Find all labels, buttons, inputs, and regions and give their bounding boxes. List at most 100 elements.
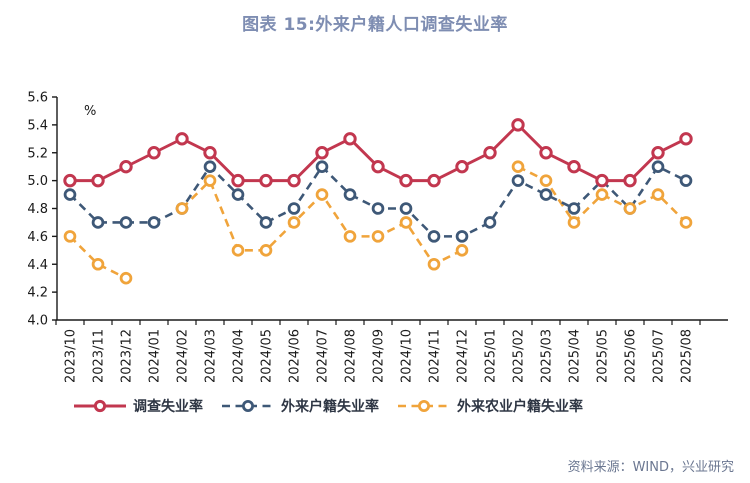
data-point bbox=[63, 173, 77, 188]
x-tick-label: 2025/05 bbox=[596, 329, 611, 383]
data-point bbox=[91, 257, 105, 271]
chart-title: 图表 15:外来户籍人口调查失业率 bbox=[242, 15, 508, 35]
data-point bbox=[315, 160, 329, 173]
x-tick-label: 2024/08 bbox=[344, 329, 359, 383]
data-point bbox=[203, 160, 217, 173]
x-tick-label: 2024/03 bbox=[204, 329, 219, 383]
data-point bbox=[651, 146, 665, 160]
data-point bbox=[175, 202, 189, 215]
x-tick-label: 2025/08 bbox=[680, 329, 695, 383]
data-point bbox=[287, 202, 301, 215]
data-point bbox=[539, 188, 553, 201]
y-tick-label: 4.8 bbox=[27, 202, 48, 217]
y-tick-label: 4.6 bbox=[27, 230, 48, 245]
data-point bbox=[483, 146, 497, 160]
data-point bbox=[567, 159, 581, 174]
y-tick-label: 4.0 bbox=[27, 314, 48, 329]
legend-label: 外来农业户籍失业率 bbox=[457, 399, 583, 415]
data-point bbox=[371, 202, 385, 215]
x-tick-label: 2025/04 bbox=[568, 329, 583, 383]
x-tick-label: 2024/01 bbox=[148, 329, 163, 383]
x-tick-label: 2024/07 bbox=[316, 329, 331, 383]
data-point bbox=[483, 216, 497, 229]
legend-label: 调查失业率 bbox=[133, 399, 203, 415]
line-chart-canvas: 4.04.24.44.64.85.05.25.45.6%2023/10 2023/… bbox=[27, 91, 728, 383]
data-point bbox=[119, 271, 133, 285]
x-tick-label: 2024/04 bbox=[232, 329, 247, 383]
data-point bbox=[287, 173, 301, 188]
series-markers-red bbox=[63, 118, 693, 188]
legend-swatch-red-line-icon bbox=[74, 399, 126, 413]
data-point bbox=[343, 230, 357, 243]
data-point bbox=[539, 146, 553, 160]
x-tick-label: 2023/10 bbox=[64, 329, 79, 383]
x-tick-label: 2024/11 bbox=[428, 329, 443, 383]
data-point bbox=[567, 216, 581, 229]
x-tick-label: 2023/11 bbox=[92, 329, 107, 383]
x-tick-label: 2024/12 bbox=[456, 329, 471, 383]
data-point bbox=[343, 132, 357, 146]
data-point bbox=[91, 216, 105, 229]
data-point bbox=[539, 174, 553, 187]
legend-label: 外来户籍失业率 bbox=[281, 399, 379, 415]
data-point bbox=[259, 216, 273, 229]
data-point bbox=[119, 216, 133, 229]
data-point bbox=[259, 244, 273, 257]
data-point bbox=[231, 188, 245, 201]
data-point bbox=[203, 174, 217, 187]
x-tick-label: 2024/09 bbox=[372, 329, 387, 383]
data-point bbox=[315, 188, 329, 201]
data-point bbox=[623, 202, 637, 215]
x-tick-label: 2025/06 bbox=[624, 329, 639, 383]
x-axis-ticks: 2023/10 2023/11 2023/12 2024/01 2024/02 2024/… bbox=[55, 320, 701, 383]
data-point bbox=[427, 173, 441, 188]
data-point bbox=[259, 173, 273, 188]
data-point bbox=[371, 159, 385, 174]
data-point bbox=[399, 173, 413, 188]
data-point bbox=[595, 173, 609, 188]
data-point bbox=[427, 230, 441, 243]
y-tick-label: 4.2 bbox=[27, 286, 48, 301]
data-point bbox=[511, 160, 525, 173]
x-tick-label: 2024/05 bbox=[260, 329, 275, 383]
data-point bbox=[231, 173, 245, 188]
data-point bbox=[455, 230, 469, 243]
x-tick-label: 2023/12 bbox=[120, 329, 135, 383]
data-point bbox=[651, 160, 665, 173]
data-point bbox=[91, 173, 105, 188]
y-tick-label: 5.4 bbox=[27, 118, 48, 133]
x-tick-label: 2025/03 bbox=[540, 329, 555, 383]
x-tick-label: 2024/10 bbox=[400, 329, 415, 383]
data-point bbox=[455, 159, 469, 174]
data-point bbox=[343, 188, 357, 201]
data-point bbox=[679, 132, 693, 146]
y-tick-label: 5.2 bbox=[27, 146, 48, 161]
y-tick-label: 4.4 bbox=[27, 258, 48, 273]
data-point bbox=[399, 202, 413, 215]
x-tick-label: 2024/02 bbox=[176, 329, 191, 383]
series-markers-orange bbox=[63, 160, 693, 285]
x-tick-label: 2025/02 bbox=[512, 329, 527, 383]
legend-item-migrant-agricultural-hukou-unemployment: 外来农业户籍失业率 bbox=[396, 396, 583, 416]
data-point bbox=[679, 174, 693, 187]
data-point bbox=[511, 118, 525, 132]
data-point bbox=[203, 146, 217, 160]
data-point bbox=[455, 244, 469, 257]
legend-item-surveyed-unemployment: 调查失业率 bbox=[72, 396, 203, 416]
x-tick-label: 2025/01 bbox=[484, 329, 499, 383]
data-point bbox=[651, 188, 665, 201]
data-point bbox=[315, 146, 329, 160]
data-point bbox=[119, 159, 133, 174]
data-point bbox=[679, 216, 693, 229]
data-point bbox=[147, 216, 161, 229]
data-point bbox=[231, 244, 245, 257]
data-point bbox=[399, 216, 413, 229]
y-axis-unit-label: % bbox=[84, 104, 96, 119]
series-line-orange bbox=[69, 165, 687, 280]
series-markers-navy bbox=[63, 160, 693, 243]
data-point bbox=[63, 188, 77, 201]
legend-item-migrant-hukou-unemployment: 外来户籍失业率 bbox=[220, 396, 379, 416]
chart-legend: 调查失业率 外来户籍失业率 外来农业户籍失业率 bbox=[72, 396, 583, 416]
data-point bbox=[567, 202, 581, 215]
y-axis-ticks: 4.0 4.2 4.4 4.6 4.8 5.0 5.2 5.4 5.6 bbox=[27, 91, 57, 329]
